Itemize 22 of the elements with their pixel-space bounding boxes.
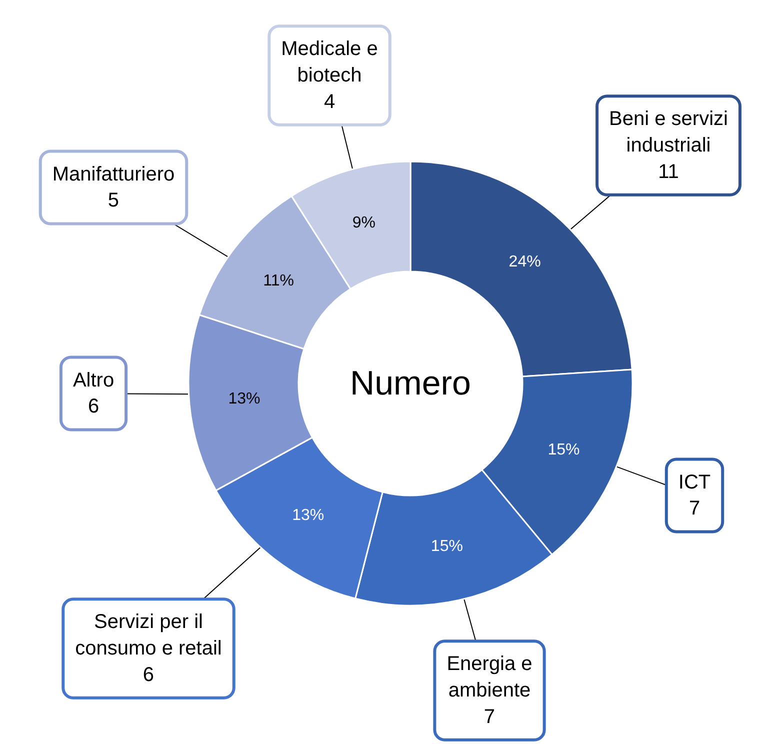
text: 6	[88, 396, 100, 418]
text: 11	[658, 160, 679, 183]
data-label: 11%	[263, 272, 294, 290]
text: 7	[484, 706, 496, 728]
data-label: 15%	[430, 538, 463, 555]
data-label: 15%	[548, 441, 580, 458]
slice-label: Beni e servizi industriali	[609, 108, 728, 156]
slice-label: ICT	[678, 471, 711, 494]
data-label: 9%	[352, 214, 376, 232]
data-label: 13%	[228, 390, 260, 408]
slice-label: Manifatturiero	[52, 163, 175, 186]
text: Numero	[350, 364, 471, 402]
slice-label: Medicale e biotech	[281, 38, 378, 86]
text: 5	[108, 190, 120, 212]
data-label: 13%	[292, 506, 324, 524]
slice-label: Energia e ambiente	[446, 653, 532, 702]
text: 4	[324, 90, 336, 113]
text: 6	[142, 664, 154, 686]
text: 7	[688, 498, 700, 520]
data-label: 24%	[508, 253, 541, 270]
slice-label: Servizi per il consumo e retail	[75, 611, 222, 660]
slice-label: Altro	[72, 369, 114, 392]
